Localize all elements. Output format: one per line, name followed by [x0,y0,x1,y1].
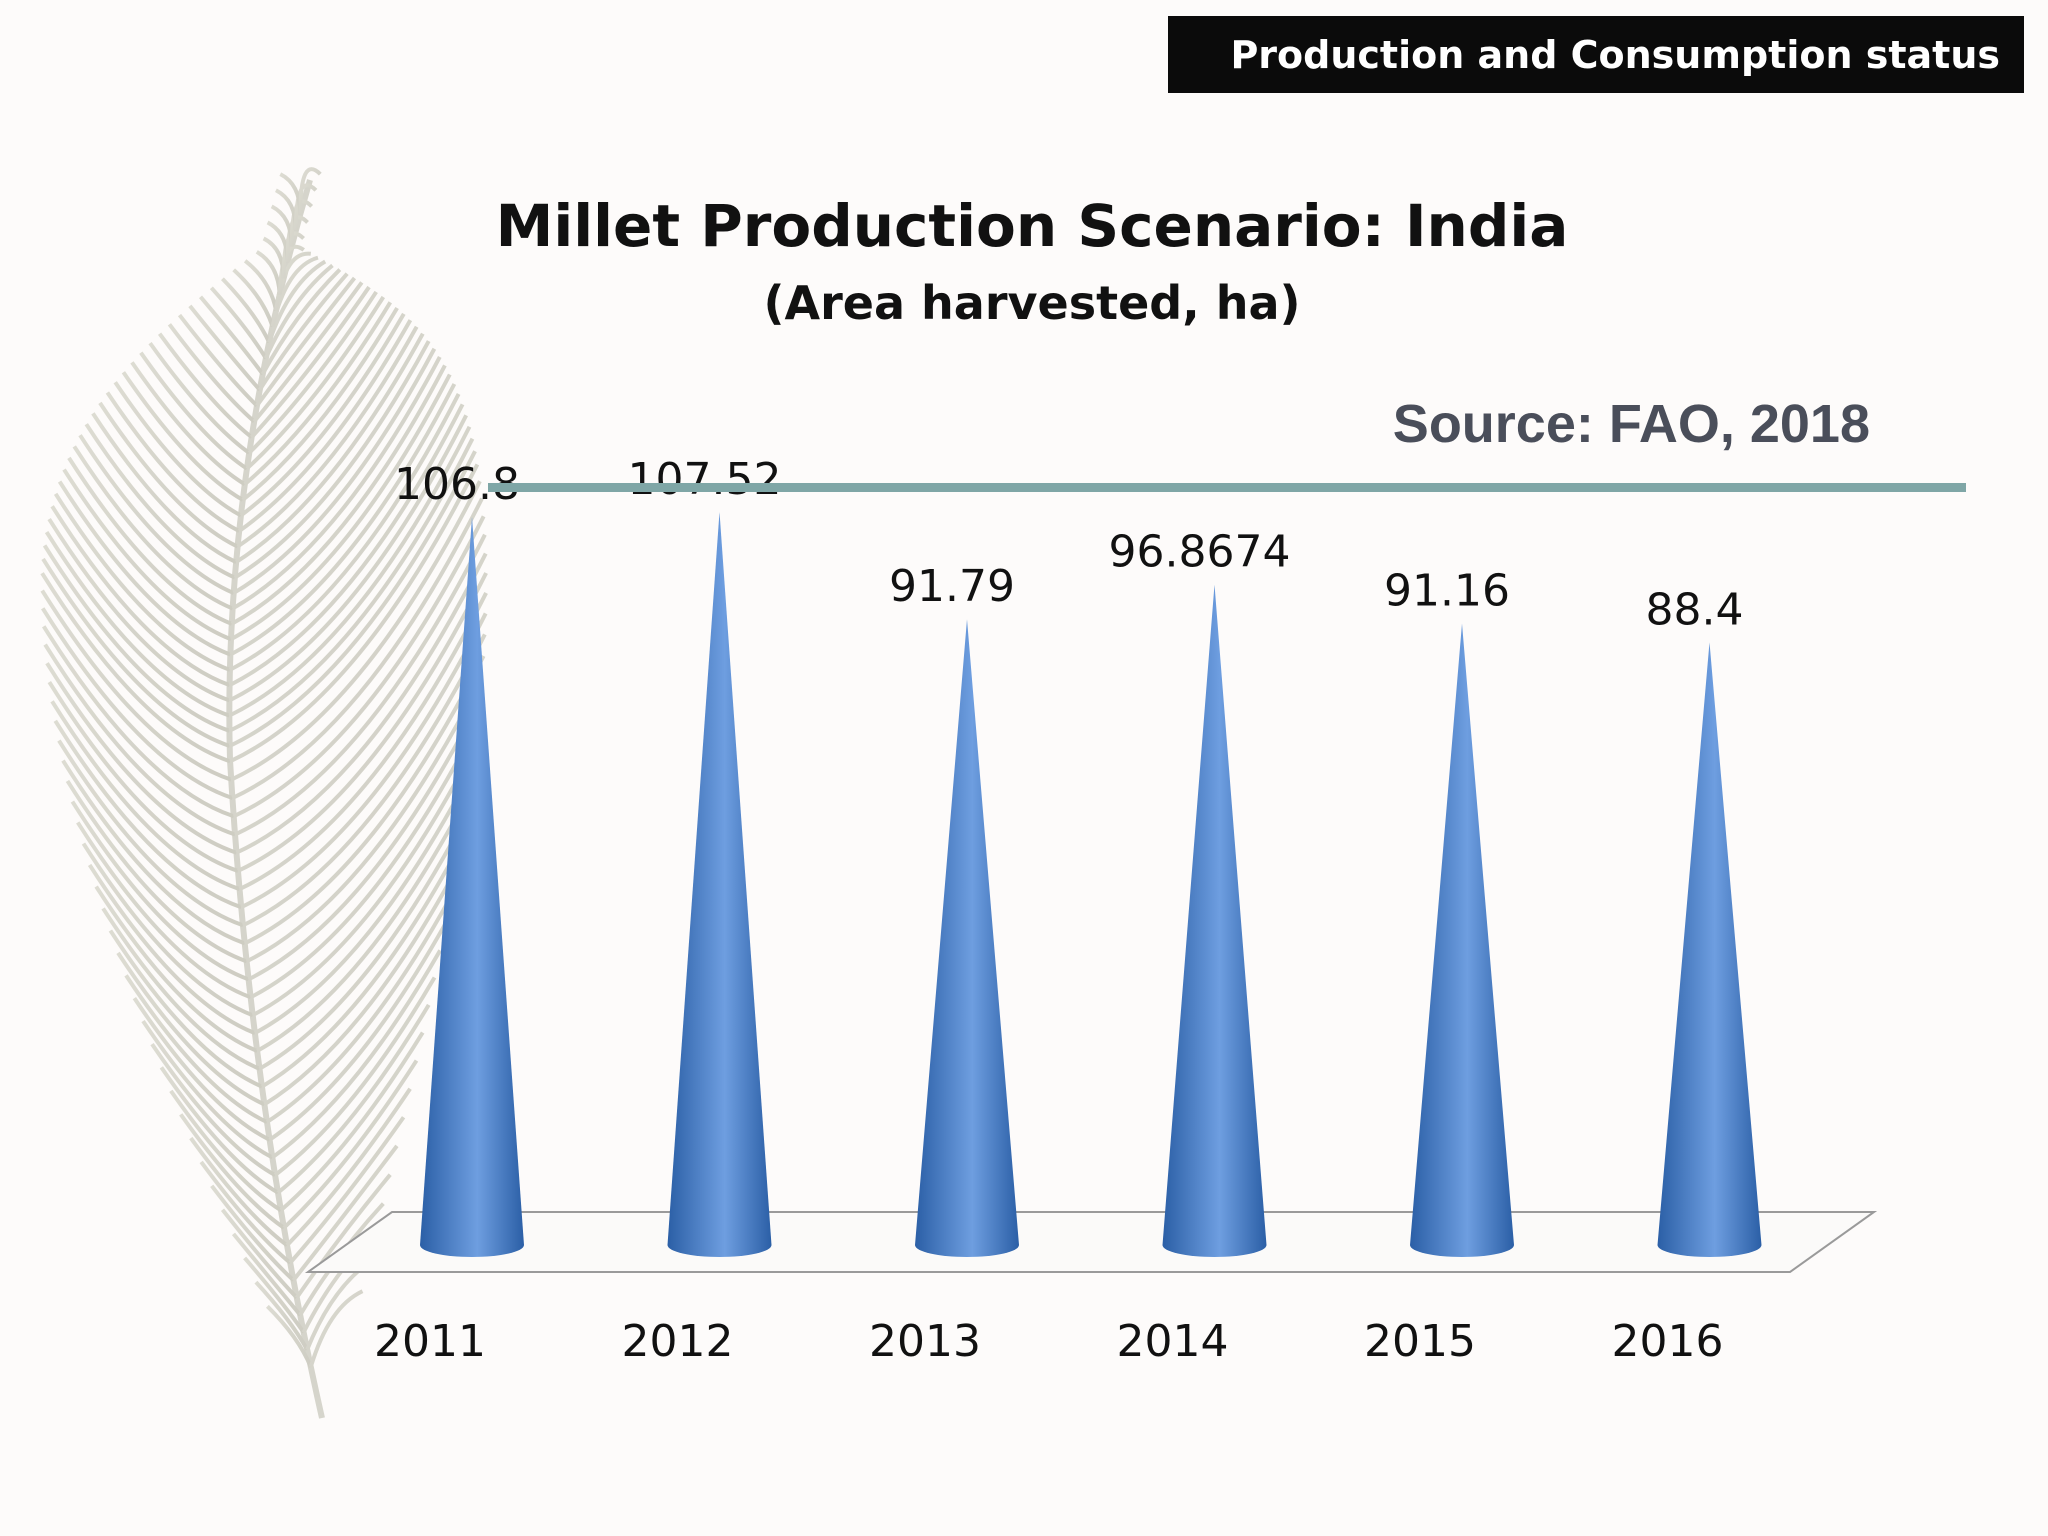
cone-bar [1410,623,1514,1257]
header-bar: Production and Consumption status [1168,16,2024,93]
x-tick-label: 2016 [1612,1316,1724,1367]
data-label: 91.79 [889,561,1015,612]
cone-body [1410,623,1514,1257]
header-title: Production and Consumption status [1230,32,2000,77]
x-tick-label: 2015 [1364,1316,1476,1367]
data-label: 88.4 [1646,584,1744,635]
x-tick-label: 2014 [1117,1316,1229,1367]
cone-body [1162,584,1267,1257]
cone-bar [667,512,772,1257]
chart-title: Millet Production Scenario: India [495,192,1569,260]
source-underline [488,483,1966,492]
cone-body [915,619,1019,1257]
cone-bar [1657,642,1762,1257]
data-label: 91.16 [1384,566,1510,617]
cone-body [667,512,772,1257]
data-label: 107.52 [628,454,782,505]
cone-bar [420,516,524,1257]
cone-bar [1162,584,1267,1257]
cone-body [420,516,524,1257]
x-tick-label: 2012 [622,1316,734,1367]
cone-bar [915,619,1019,1257]
cone-body [1657,642,1762,1257]
data-label: 96.8674 [1109,527,1291,578]
x-tick-label: 2013 [869,1316,981,1367]
feather-decoration [40,167,488,1419]
chart-subtitle: (Area harvested, ha) [763,276,1301,330]
source-text: Source: FAO, 2018 [1392,394,1870,454]
chart-marks [420,512,1762,1257]
chart-category-labels: 2011 2012 2013 2014 2015 2016 [374,1316,1723,1367]
x-tick-label: 2011 [374,1316,486,1367]
chart-floor [304,1211,1878,1273]
